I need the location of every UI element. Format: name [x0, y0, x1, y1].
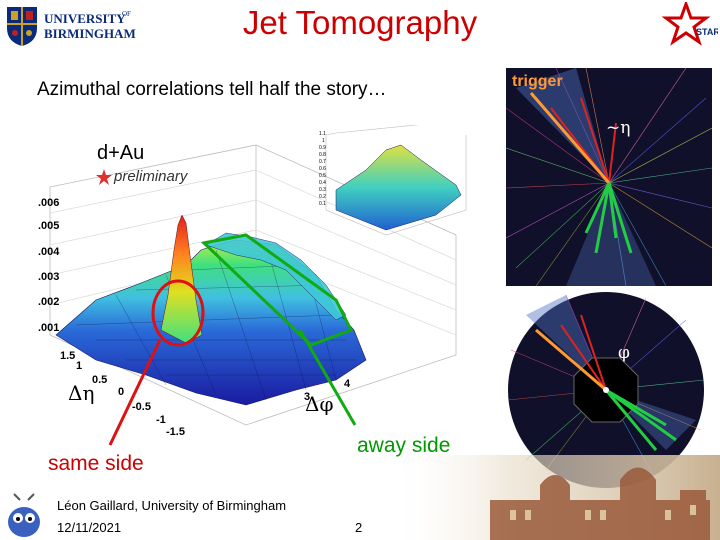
dphi-tick-2: 4	[344, 378, 351, 390]
near-side-highlight-ellipse	[151, 279, 205, 347]
star-logo-text: STAR	[696, 27, 718, 37]
star-logo: STAR	[662, 2, 718, 46]
deta-tick-7: -1.5	[166, 426, 185, 438]
deta-tick-3: 0.5	[92, 374, 107, 386]
trigger-label: trigger	[512, 73, 563, 90]
university-logo: UNIVERSITY OF BIRMINGHAM	[7, 7, 136, 46]
deta-tick-5: -0.5	[132, 401, 151, 413]
z-tick-2: .005	[38, 220, 59, 232]
inset-tick-2: 1	[322, 138, 325, 144]
end-trigger-arrows	[560, 314, 607, 391]
dphi-tick-1: 3	[304, 391, 310, 403]
university-name-of: OF	[122, 10, 131, 18]
deta-tick-2: 1	[76, 360, 82, 372]
same-side-label: same side	[48, 452, 144, 475]
inset-tick-10: 0.2	[319, 194, 326, 200]
end-away-arrows	[604, 388, 677, 451]
away-side-label: away side	[357, 434, 451, 457]
z-tick-3: .004	[38, 246, 60, 258]
away-side-highlight-outline	[200, 233, 354, 347]
end-trigger-arrow	[535, 328, 607, 392]
away-arrows	[584, 182, 633, 254]
deta-tick-4: 0	[118, 386, 124, 398]
university-name-line1: UNIVERSITY	[44, 11, 126, 26]
slide-subtitle: Azimuthal correlations tell half the sto…	[37, 79, 387, 100]
event-display-end-view: φ	[507, 292, 705, 488]
inset-tick-11: 0.1	[319, 201, 326, 207]
phi-label: φ	[618, 343, 630, 363]
dataset-label: d+Au	[97, 142, 145, 164]
slide-title: Jet Tomography	[242, 4, 478, 41]
near-side-peak	[160, 214, 203, 344]
preliminary-label: preliminary	[113, 168, 189, 185]
inset-tick-1: 1.1	[319, 131, 326, 137]
inset-tick-5: 0.7	[319, 159, 326, 165]
footer-page-number: 2	[355, 520, 363, 535]
inset-tick-6: 0.6	[319, 166, 326, 172]
inset-tick-9: 0.3	[319, 187, 326, 193]
mascot-icon	[8, 493, 40, 537]
eta-label: ~η	[606, 118, 630, 138]
inset-tick-7: 0.5	[319, 173, 326, 179]
projection-inset: 1.1 1 0.9 0.8 0.7 0.6 0.5 0.4 0.3 0.2 0.…	[319, 125, 467, 236]
footer-date: 12/11/2021	[57, 520, 122, 535]
trigger-arrow	[529, 92, 611, 184]
inset-surface	[335, 144, 462, 231]
same-side-leader-line	[108, 339, 162, 446]
inset-tick-8: 0.4	[319, 180, 326, 186]
vertex-dot	[603, 387, 609, 393]
inset-tick-3: 0.9	[319, 145, 326, 151]
preliminary-stamp: preliminary	[96, 168, 189, 185]
university-name-line2: BIRMINGHAM	[44, 26, 136, 41]
deta-tick-1: 1.5	[60, 350, 75, 362]
z-tick-1: .006	[38, 197, 59, 209]
university-crest-icon	[7, 7, 37, 46]
deta-tick-6: -1	[156, 414, 166, 426]
star-small-icon	[96, 169, 112, 185]
away-cone	[566, 183, 656, 286]
dphi-axis-label: Δφ	[305, 392, 334, 416]
star-icon	[662, 2, 711, 46]
z-tick-6: .001	[38, 322, 59, 334]
footer-author: Léon Gaillard, University of Birmingham	[57, 498, 287, 513]
deta-axis-label: Δη	[68, 381, 95, 405]
away-side-leader-line	[298, 329, 357, 426]
campus-photo	[390, 455, 720, 540]
z-tick-4: .003	[38, 271, 59, 283]
z-tick-5: .002	[38, 296, 59, 308]
correlation-surface-plot: 1.1 1 0.9 0.8 0.7 0.6 0.5 0.4 0.3 0.2 0.…	[38, 125, 467, 438]
inset-tick-4: 0.8	[319, 152, 326, 158]
event-display-side-view: trigger ~η	[506, 68, 712, 286]
